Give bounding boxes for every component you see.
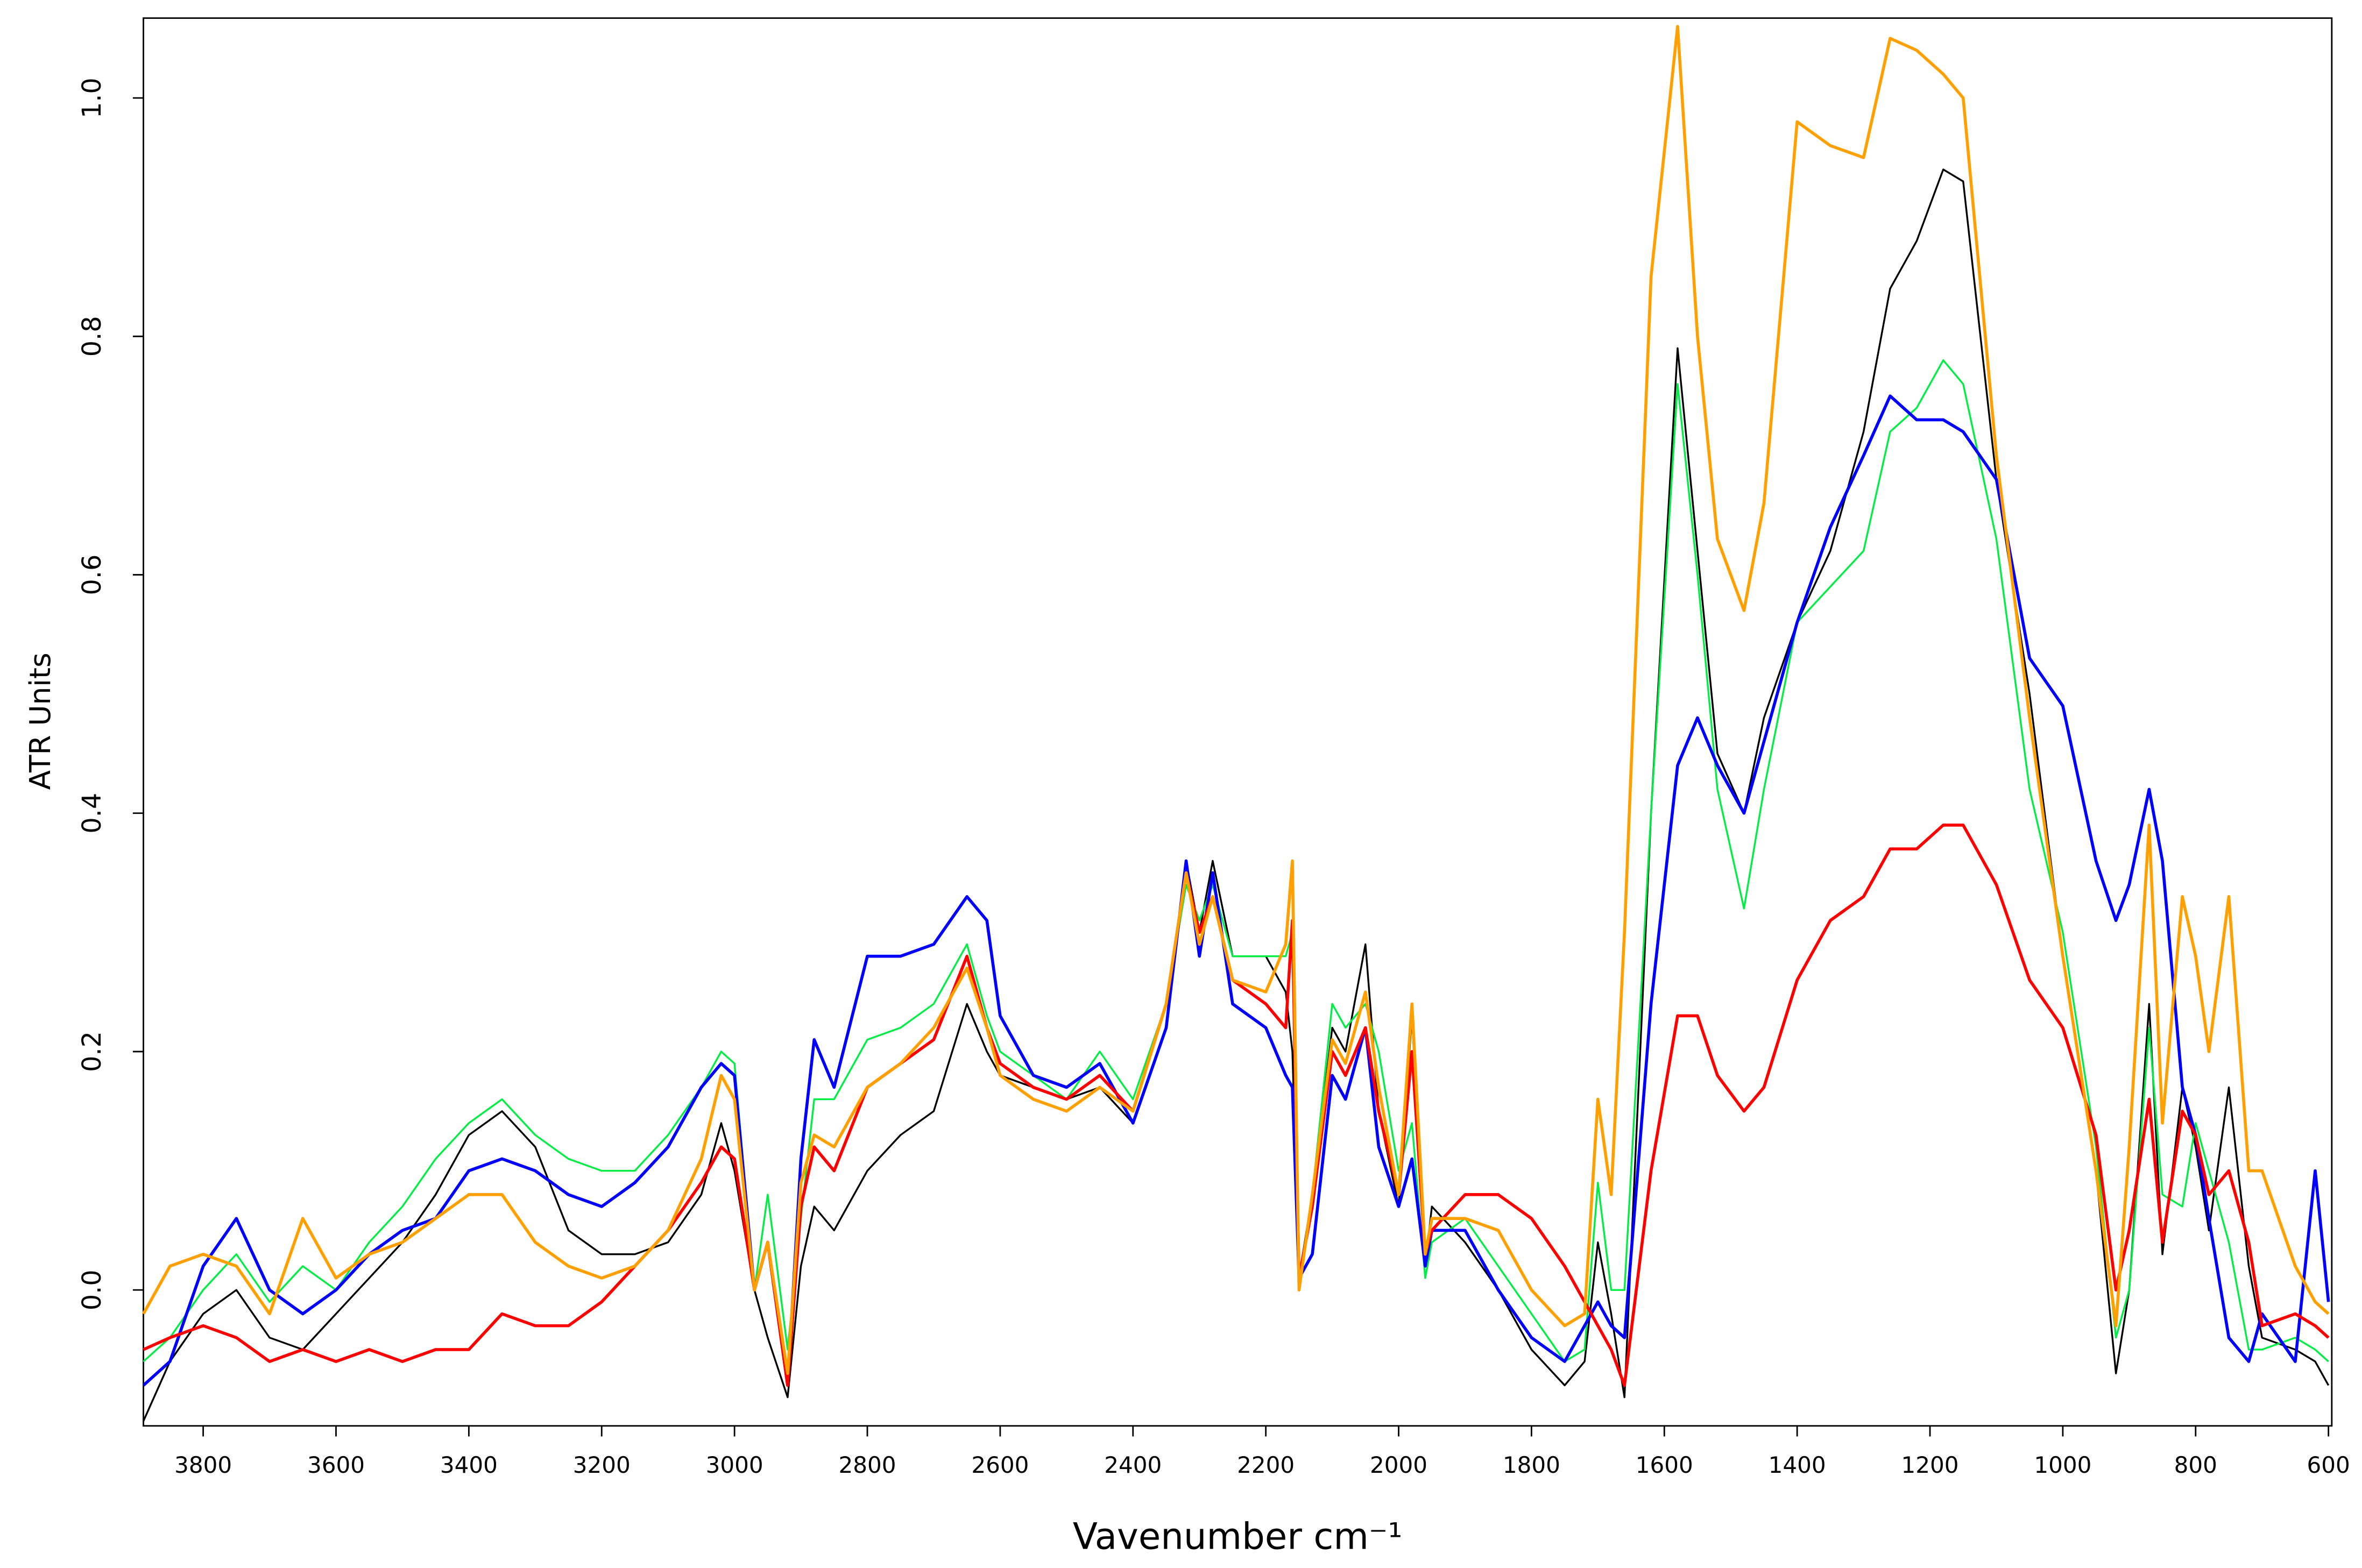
y-tick-label: 0.0 [77, 1269, 107, 1310]
series-line [142, 394, 2330, 1387]
series-line [143, 359, 2329, 1363]
x-tick-label: 1800 [1503, 1452, 1560, 1478]
x-tick-label: 3600 [307, 1452, 365, 1478]
x-tick-label: 3400 [440, 1452, 498, 1478]
x-tick-label: 1200 [1901, 1452, 1959, 1478]
plot-frame [143, 17, 2333, 1427]
x-tick-label: 600 [2307, 1452, 2350, 1478]
x-tick-label: 2400 [1104, 1452, 1162, 1478]
x-tick-label: 3000 [706, 1452, 763, 1478]
y-tick-label: 0.6 [77, 555, 107, 595]
x-tick-label: 2800 [838, 1452, 896, 1478]
y-tick-label: 0.8 [77, 316, 107, 357]
x-tick-label: 3200 [573, 1452, 631, 1478]
x-axis-label: Vavenumber cm⁻¹ [1073, 1516, 1403, 1558]
x-tick-label: 2600 [971, 1452, 1029, 1478]
x-tick-label: 800 [2174, 1452, 2217, 1478]
series-line [143, 824, 2330, 1387]
y-tick-label: 1.0 [77, 77, 107, 118]
x-tick-label: 1000 [2034, 1452, 2091, 1478]
y-axis-label: ATR Units [24, 652, 57, 790]
y-tick-label: 0.4 [77, 793, 107, 834]
x-tick-label: 2000 [1370, 1452, 1427, 1478]
x-tick-label: 2200 [1237, 1452, 1295, 1478]
x-tick-label: 3800 [174, 1452, 232, 1478]
series-line [142, 168, 2330, 1422]
series-line [142, 25, 2330, 1375]
y-tick-label: 0.2 [77, 1031, 107, 1072]
x-tick-label: 1600 [1636, 1452, 1693, 1478]
x-tick-label: 1400 [1769, 1452, 1826, 1478]
